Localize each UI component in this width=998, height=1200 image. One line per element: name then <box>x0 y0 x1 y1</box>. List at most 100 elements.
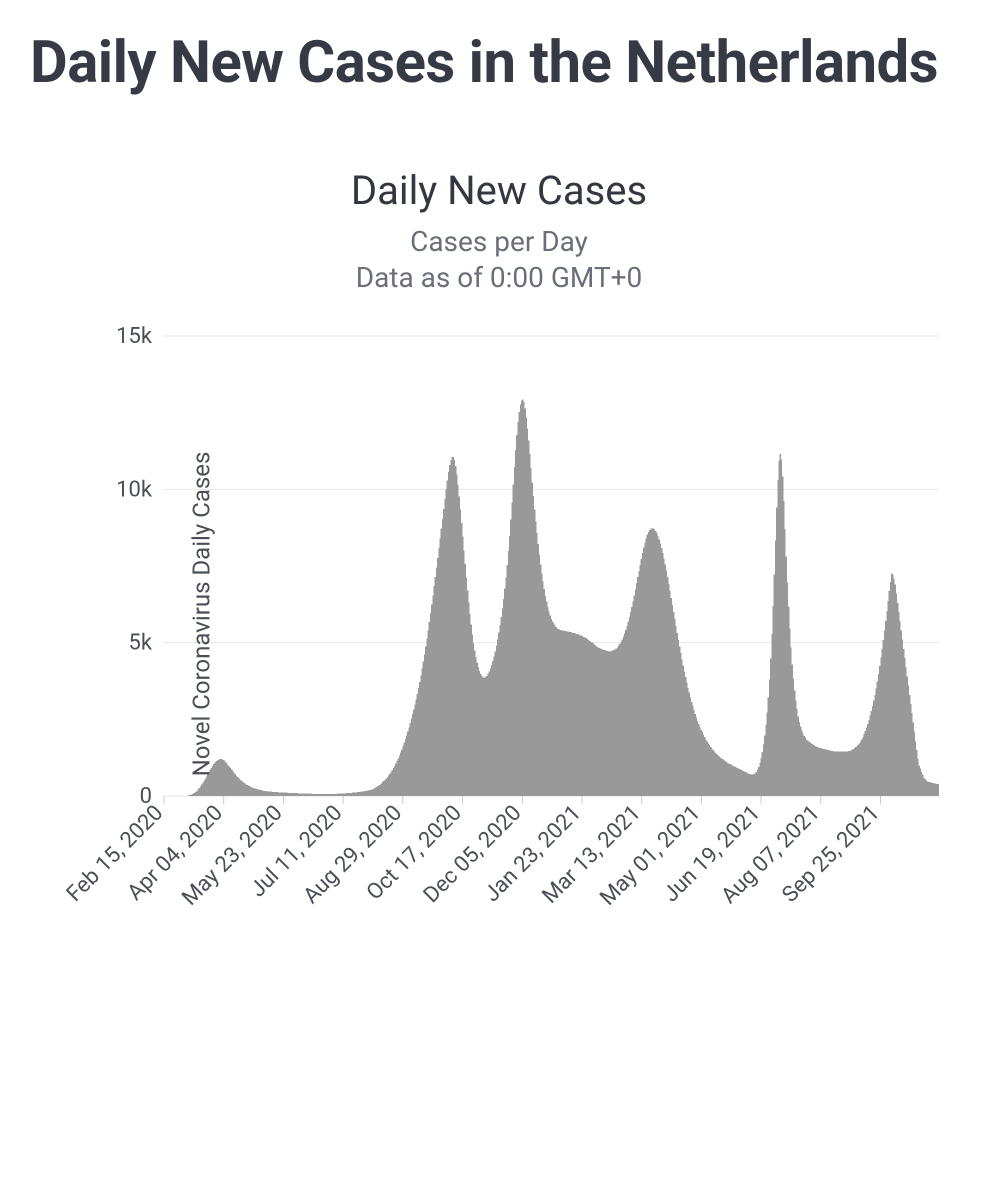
bar[interactable] <box>558 630 559 797</box>
bar[interactable] <box>737 768 738 796</box>
bar[interactable] <box>887 601 888 796</box>
bar[interactable] <box>199 788 200 796</box>
bar[interactable] <box>713 750 714 796</box>
bar[interactable] <box>485 677 486 796</box>
bar[interactable] <box>309 794 310 796</box>
bar[interactable] <box>316 794 317 796</box>
bar[interactable] <box>695 714 696 796</box>
bar[interactable] <box>794 691 795 796</box>
bar[interactable] <box>323 795 324 797</box>
bar[interactable] <box>473 643 474 796</box>
bar[interactable] <box>425 647 426 796</box>
bar[interactable] <box>273 792 274 796</box>
bar[interactable] <box>681 660 682 796</box>
bar[interactable] <box>249 787 250 797</box>
bar[interactable] <box>642 554 643 797</box>
bar[interactable] <box>868 720 869 796</box>
bar[interactable] <box>424 655 425 797</box>
bar[interactable] <box>305 794 306 796</box>
bar[interactable] <box>406 736 407 797</box>
bar[interactable] <box>479 671 480 796</box>
bar[interactable] <box>507 565 508 796</box>
bar[interactable] <box>727 763 728 796</box>
bar[interactable] <box>239 780 240 797</box>
bar[interactable] <box>732 766 733 797</box>
bar[interactable] <box>586 639 587 797</box>
bar[interactable] <box>562 631 563 797</box>
bar[interactable] <box>302 794 303 797</box>
bar[interactable] <box>583 637 584 796</box>
bar[interactable] <box>396 762 397 797</box>
bar[interactable] <box>932 783 933 796</box>
bar[interactable] <box>733 766 734 796</box>
bar[interactable] <box>911 714 912 797</box>
bar[interactable] <box>444 500 445 797</box>
bar[interactable] <box>834 752 835 796</box>
bar[interactable] <box>272 792 273 796</box>
bar[interactable] <box>529 455 530 797</box>
bar[interactable] <box>658 536 659 796</box>
bar[interactable] <box>893 579 894 797</box>
bar[interactable] <box>521 401 522 797</box>
bar[interactable] <box>610 652 611 797</box>
bar[interactable] <box>326 795 327 797</box>
bar[interactable] <box>332 794 333 796</box>
bar[interactable] <box>840 752 841 796</box>
bar[interactable] <box>578 635 579 796</box>
bar[interactable] <box>341 794 342 796</box>
bar[interactable] <box>671 598 672 796</box>
bar[interactable] <box>552 622 553 796</box>
bar[interactable] <box>194 793 195 796</box>
bar[interactable] <box>370 790 371 796</box>
bar[interactable] <box>400 753 401 797</box>
bar[interactable] <box>885 621 886 796</box>
bar[interactable] <box>236 776 237 796</box>
bar[interactable] <box>696 718 697 797</box>
bar[interactable] <box>812 745 813 797</box>
bar[interactable] <box>469 614 470 796</box>
bar[interactable] <box>353 793 354 796</box>
bar[interactable] <box>237 777 238 796</box>
bar[interactable] <box>854 749 855 797</box>
bar[interactable] <box>404 743 405 796</box>
bar[interactable] <box>501 618 502 797</box>
bar[interactable] <box>522 400 523 797</box>
bar[interactable] <box>734 767 735 796</box>
bar[interactable] <box>592 643 593 796</box>
bar[interactable] <box>486 676 487 796</box>
bar[interactable] <box>436 568 437 796</box>
bar[interactable] <box>556 627 557 796</box>
bar[interactable] <box>879 666 880 796</box>
bar[interactable] <box>584 638 585 797</box>
bar[interactable] <box>659 540 660 797</box>
bar[interactable] <box>922 775 923 796</box>
bar[interactable] <box>526 418 527 797</box>
bar[interactable] <box>547 607 548 796</box>
bar[interactable] <box>874 695 875 796</box>
bar[interactable] <box>577 635 578 797</box>
bar[interactable] <box>662 554 663 797</box>
bar[interactable] <box>889 592 890 797</box>
bar[interactable] <box>921 772 922 797</box>
bar[interactable] <box>269 792 270 796</box>
bar[interactable] <box>280 793 281 797</box>
bar[interactable] <box>428 631 429 797</box>
bar[interactable] <box>297 794 298 797</box>
bar[interactable] <box>563 631 564 796</box>
bar[interactable] <box>429 622 430 796</box>
bar[interactable] <box>862 737 863 796</box>
bar[interactable] <box>793 679 794 796</box>
bar[interactable] <box>219 760 220 797</box>
bar[interactable] <box>559 630 560 796</box>
bar[interactable] <box>298 794 299 797</box>
bar[interactable] <box>780 454 781 796</box>
bar[interactable] <box>665 565 666 797</box>
bar[interactable] <box>200 787 201 797</box>
bar[interactable] <box>560 631 561 797</box>
bar[interactable] <box>768 698 769 797</box>
bar[interactable] <box>390 773 391 797</box>
bar[interactable] <box>477 663 478 797</box>
bar[interactable] <box>474 651 475 797</box>
bar[interactable] <box>218 760 219 796</box>
bar[interactable] <box>587 639 588 796</box>
